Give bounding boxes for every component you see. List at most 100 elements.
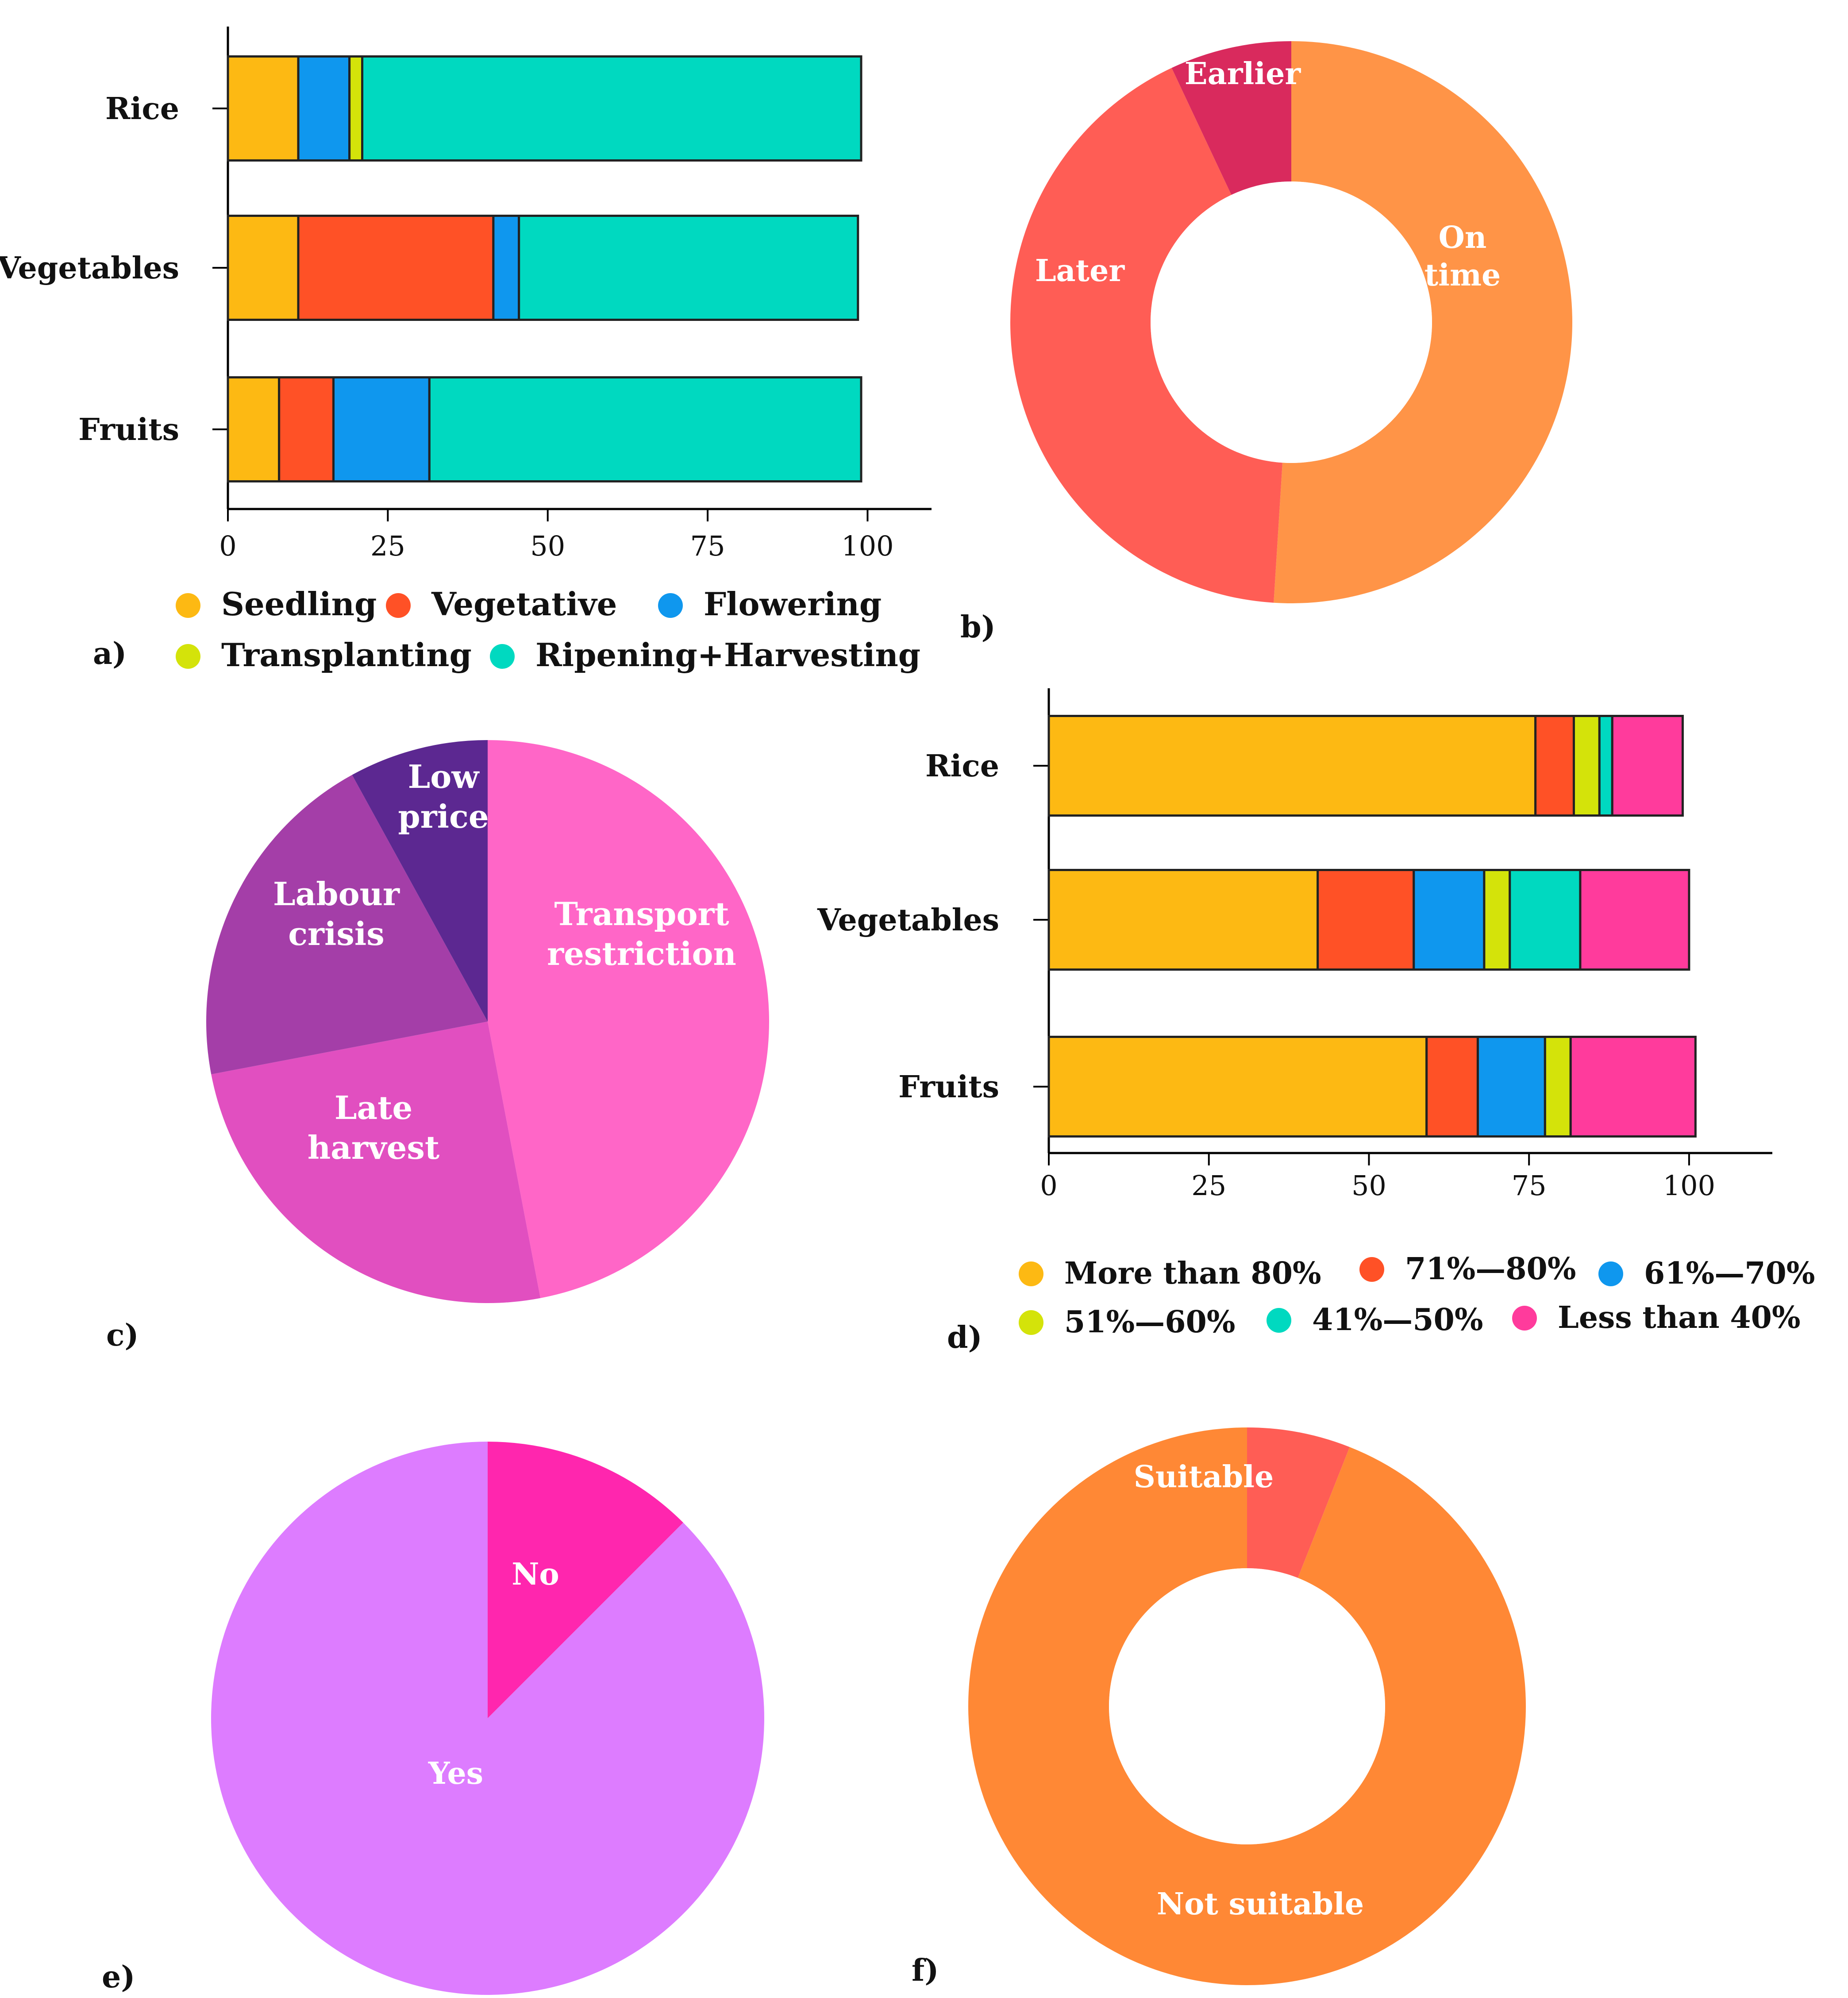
legend-marker-flowering xyxy=(658,593,683,618)
legend-marker-transplanting xyxy=(176,644,200,669)
slice-label-line: Transport xyxy=(554,895,729,933)
slice-label-line: No xyxy=(512,1557,559,1592)
legend-marker-ripening-harvesting xyxy=(490,644,515,669)
legend-label-41-50: 41%—50% xyxy=(1312,1302,1483,1338)
slice-label-not-suitable: Not suitable xyxy=(1157,1886,1364,1922)
panel-label-c: c) xyxy=(106,1318,139,1353)
slice-label-late-harvest: Late harvest xyxy=(308,1089,439,1166)
panel-label-f: f) xyxy=(912,1953,939,1988)
legend-label-71-80: 71%—80% xyxy=(1405,1251,1576,1287)
legend-marker-more-than-80 xyxy=(1019,1261,1043,1286)
category-label-vegetables: Vegetables xyxy=(817,903,999,938)
bar-vegetables-vegetative xyxy=(297,215,495,321)
x-tick-label: 0 xyxy=(1040,1169,1057,1202)
legend-label-61-70: 61%—70% xyxy=(1644,1256,1815,1291)
bar-fruits-61-70 xyxy=(1476,1036,1546,1138)
bar-vegetables-71-80 xyxy=(1317,869,1415,971)
bar-fruits-flowering xyxy=(332,376,431,482)
slice-no xyxy=(488,1441,683,1718)
slice-on-time xyxy=(1274,41,1573,604)
slice-label-line: Not suitable xyxy=(1157,1886,1364,1922)
legend-label-ripening-harvesting: Ripening+Harvesting xyxy=(535,636,920,674)
slice-label-line: Late xyxy=(335,1089,412,1126)
slice-suitable xyxy=(1247,1427,1350,1578)
bar-vegetables-flowering xyxy=(492,215,520,321)
bar-rice-more-than-80 xyxy=(1047,715,1537,817)
chart-b: On time Later Earlier b) xyxy=(960,41,1573,645)
slice-yes xyxy=(211,1442,764,1995)
panel-label-e: e) xyxy=(102,1959,135,1995)
slice-label-line: Earlier xyxy=(1185,56,1301,92)
bar-rice-41-50 xyxy=(1598,715,1613,817)
x-tick-label: 50 xyxy=(530,530,565,562)
legend-marker-vegetative xyxy=(386,593,411,618)
donut-hole xyxy=(1151,181,1432,463)
legend-label-transplanting: Transplanting xyxy=(221,636,472,674)
chart-f: Suitable Not suitable f) xyxy=(912,1427,1526,1988)
bar-vegetables-ripening-harvesting xyxy=(518,215,859,321)
slice-labour-crisis xyxy=(206,775,488,1075)
category-label-fruits: Fruits xyxy=(78,412,179,447)
slice-label-later: Later xyxy=(1035,253,1125,289)
slice-label-low-price: Low price xyxy=(398,758,489,835)
slice-label-labour-crisis: Labour crisis xyxy=(273,875,400,953)
legend-marker-seedling xyxy=(176,593,200,618)
slice-label-line: crisis xyxy=(288,915,385,953)
bar-rice-51-60 xyxy=(1572,715,1601,817)
slice-label-no: No xyxy=(512,1557,559,1592)
x-tick-label: 75 xyxy=(690,530,725,562)
x-tick-label: 0 xyxy=(219,530,236,562)
bar-rice-transplanting xyxy=(348,55,364,162)
legend-label-51-60: 51%—60% xyxy=(1064,1304,1235,1340)
bar-fruits-51-60 xyxy=(1544,1036,1572,1138)
bar-vegetables-seedling xyxy=(227,215,300,321)
bar-rice-71-80 xyxy=(1534,715,1575,817)
bar-fruits-less-than-40 xyxy=(1569,1036,1697,1138)
slice-label-line: Labour xyxy=(273,875,400,913)
slice-label-suitable: Suitable xyxy=(1134,1459,1274,1495)
donut-hole xyxy=(1109,1568,1385,1844)
chart-d: 0 25 50 75 100 Rice Vegetables Fruits More than … xyxy=(817,688,1815,1355)
slice-earlier xyxy=(1171,41,1291,195)
bar-fruits-71-80 xyxy=(1425,1036,1479,1138)
chart-c: Transport restriction Late harvest Labour cri… xyxy=(106,740,769,1353)
legend-label-more-than-80: More than 80% xyxy=(1064,1256,1321,1291)
legend-label-less-than-40: Less than 40% xyxy=(1558,1300,1801,1335)
slice-label-transport-restriction: Transport restriction xyxy=(547,895,736,972)
legend-marker-71-80 xyxy=(1359,1257,1384,1282)
chart-e: No Yes e) xyxy=(102,1441,764,1995)
x-tick-label: 25 xyxy=(370,530,405,562)
slice-label-line: harvest xyxy=(308,1129,439,1166)
legend-marker-41-50 xyxy=(1267,1308,1291,1333)
chart-a: 0 25 50 75 100 Rice Vegetables Fruits Seedling Ve… xyxy=(0,27,932,674)
bar-vegetables-less-than-40 xyxy=(1579,869,1690,971)
x-tick-label: 50 xyxy=(1351,1169,1386,1202)
legend-label-seedling: Seedling xyxy=(221,585,377,623)
panel-label-b: b) xyxy=(960,609,996,645)
bar-fruits-vegetative xyxy=(278,376,335,482)
slice-label-line: price xyxy=(398,798,489,835)
bar-fruits-seedling xyxy=(227,376,281,482)
category-label-vegetables: Vegetables xyxy=(0,251,179,286)
bar-rice-flowering xyxy=(297,55,351,162)
slice-not-suitable xyxy=(968,1427,1526,1986)
category-label-rice: Rice xyxy=(105,91,179,127)
slice-label-line: Yes xyxy=(428,1756,483,1791)
bar-vegetables-41-50 xyxy=(1509,869,1582,971)
legend-marker-61-70 xyxy=(1598,1261,1623,1286)
bar-fruits-ripening-harvesting xyxy=(428,376,862,482)
bar-rice-seedling xyxy=(227,55,300,162)
slice-low-price xyxy=(352,740,488,1022)
category-label-rice: Rice xyxy=(925,748,999,784)
category-label-fruits: Fruits xyxy=(898,1069,999,1105)
slice-label-line: Suitable xyxy=(1134,1459,1274,1495)
bar-vegetables-51-60 xyxy=(1483,869,1511,971)
slice-label-on-time: On time xyxy=(1424,220,1501,293)
legend-marker-less-than-40 xyxy=(1512,1306,1537,1331)
bar-fruits-more-than-80 xyxy=(1047,1036,1428,1138)
x-tick-label: 100 xyxy=(1663,1169,1715,1202)
slice-label-earlier: Earlier xyxy=(1185,56,1301,92)
panel-label-a: a) xyxy=(93,636,127,671)
slice-later xyxy=(1010,68,1283,603)
